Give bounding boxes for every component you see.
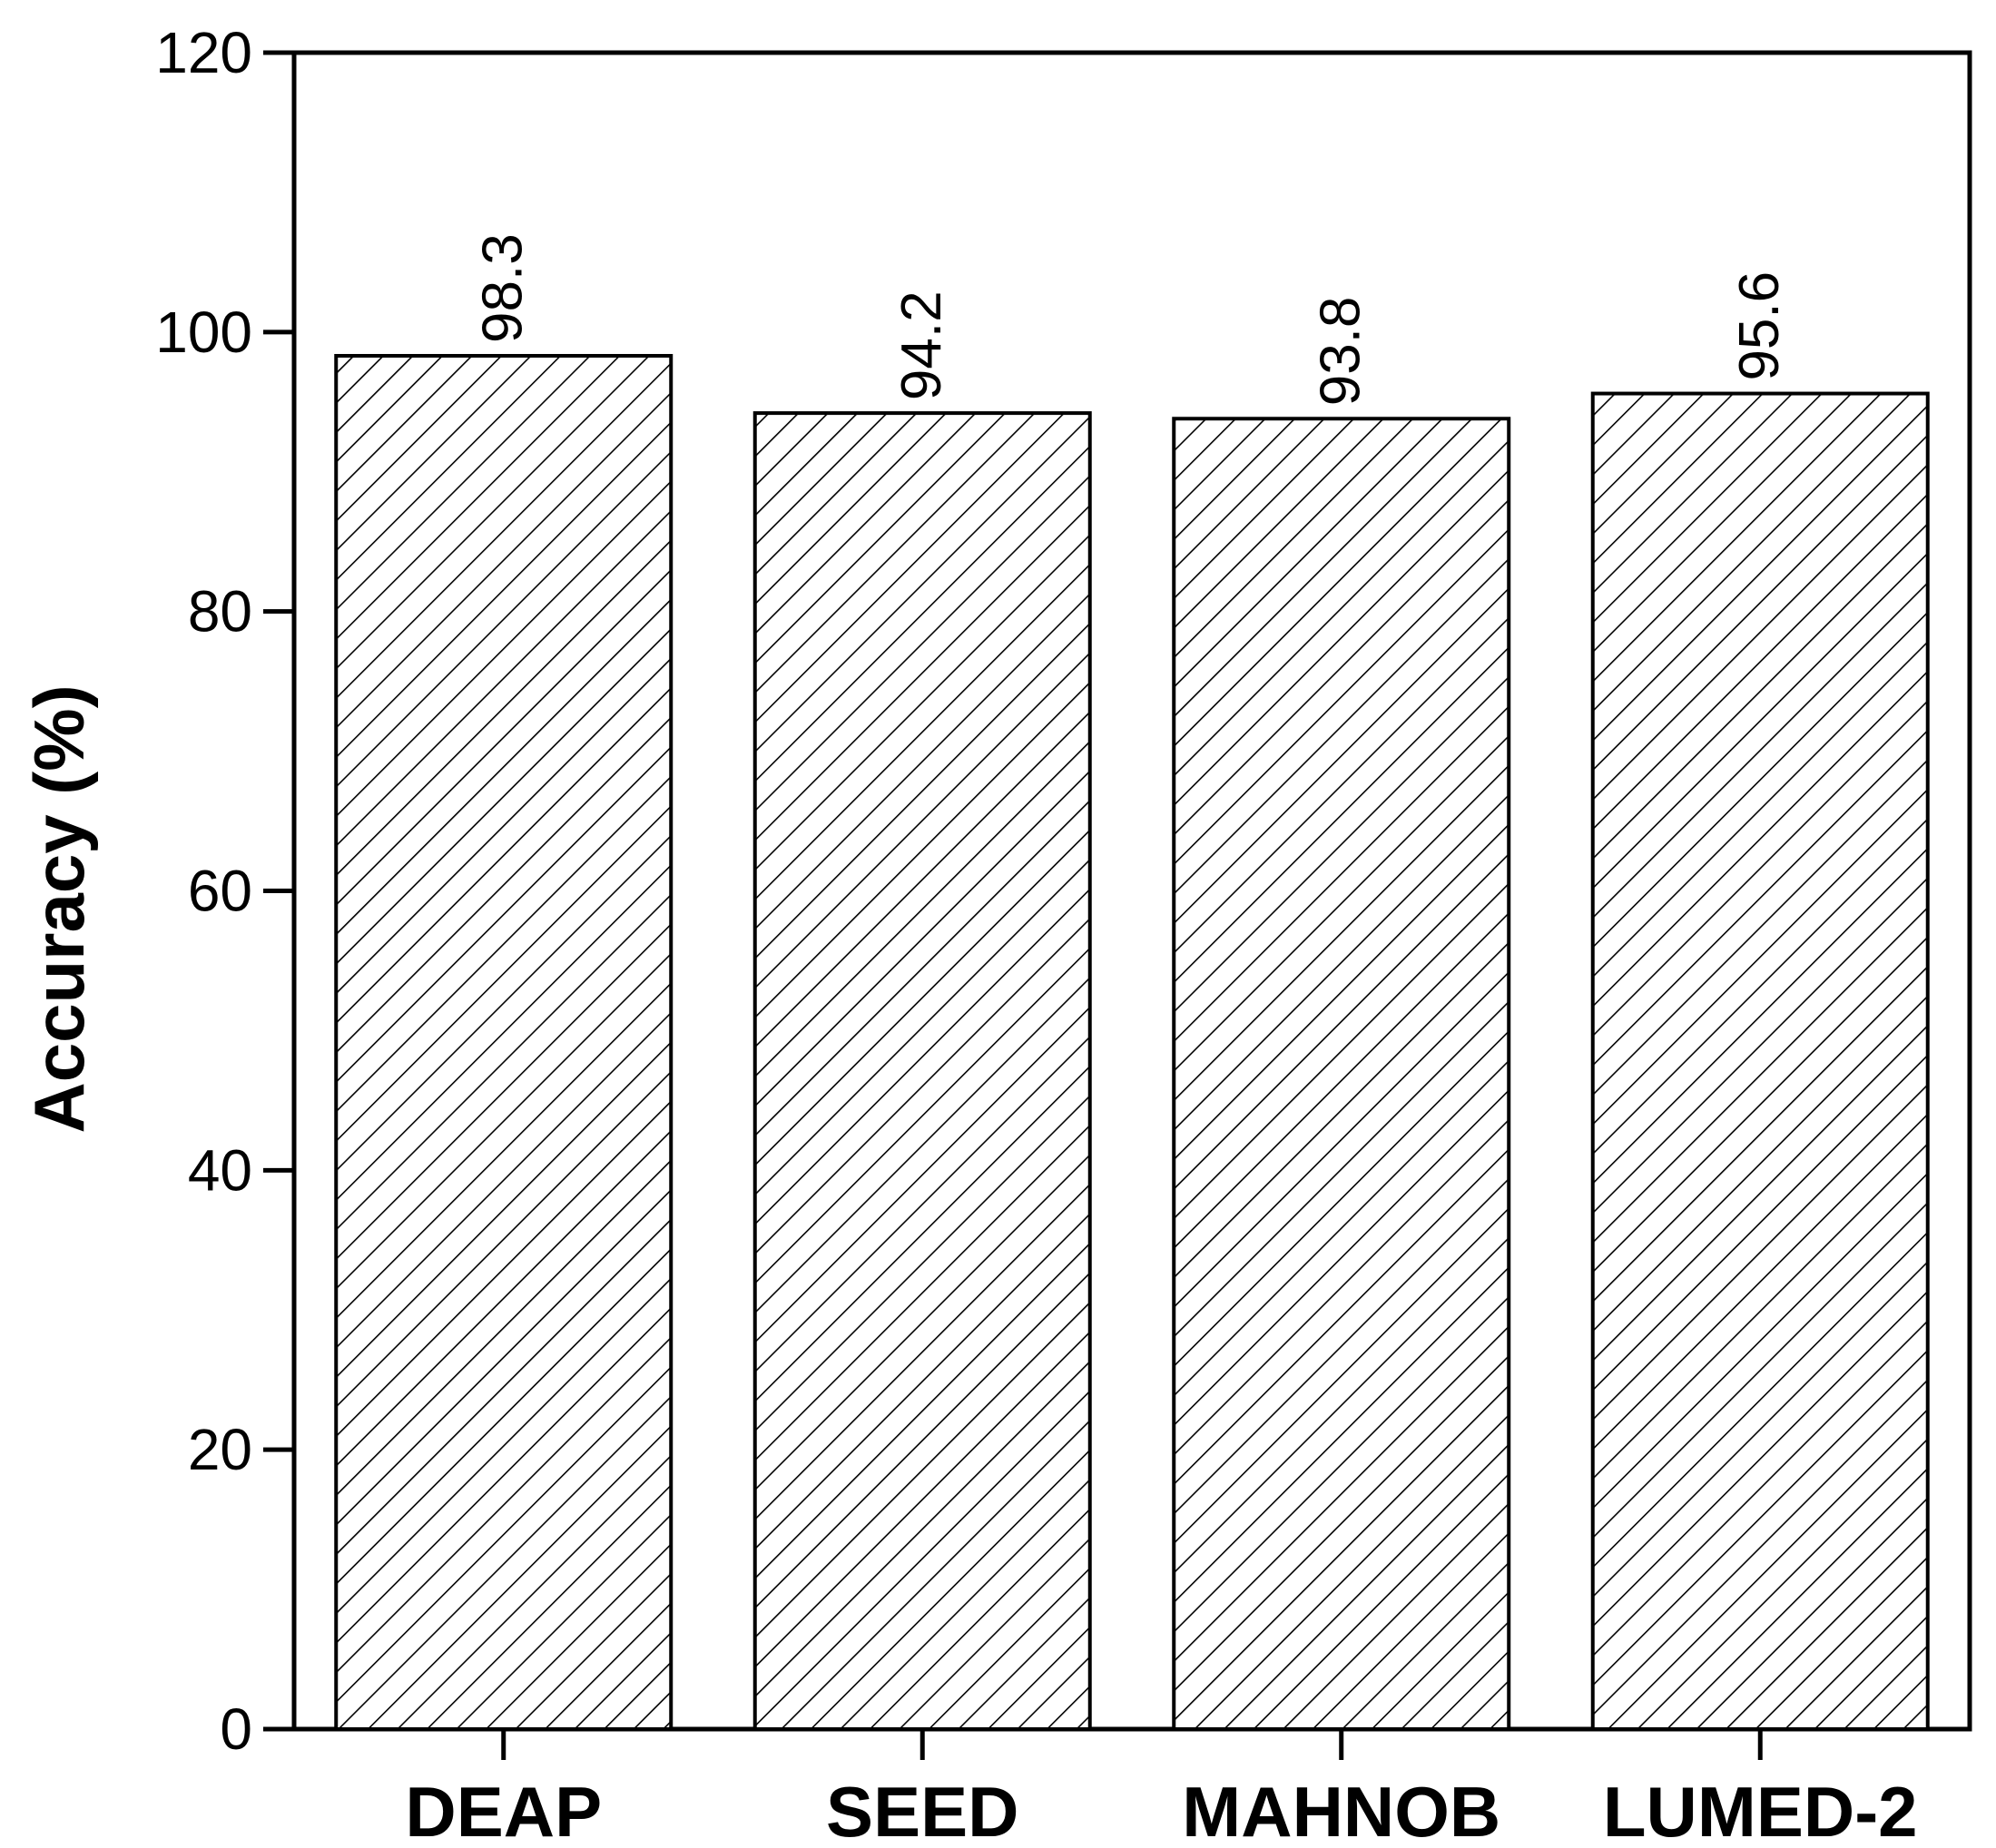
bar-seed: [752, 411, 1092, 1732]
x-tick-label: LUMED-2: [1603, 1772, 1918, 1848]
y-tick-label: 0: [220, 1696, 252, 1762]
data-label: 98.3: [472, 233, 535, 343]
data-labels: 98.3 94.2 93.8 95.6: [472, 233, 1792, 406]
y-tick-label: 40: [188, 1137, 252, 1203]
y-tick-label: 100: [155, 300, 252, 365]
y-tick-label: 20: [188, 1417, 252, 1482]
y-axis-title: Accuracy (%): [19, 684, 99, 1133]
x-axis: DEAP SEED MAHNOB LUMED-2: [405, 1729, 1918, 1848]
data-label: 95.6: [1728, 271, 1791, 381]
bar-mahnob: [1172, 417, 1511, 1731]
y-tick-label: 80: [188, 579, 252, 644]
plot-area: 98.3 94.2 93.8 95.6: [291, 50, 1972, 1732]
y-tick-label: 120: [155, 20, 252, 85]
x-tick-label: DEAP: [405, 1772, 602, 1848]
bar-deap: [334, 353, 674, 1732]
y-tick-label: 60: [188, 859, 252, 924]
bar-lumed-2: [1590, 391, 1930, 1732]
data-label: 94.2: [890, 290, 953, 400]
bars: [334, 353, 1930, 1732]
y-axis: 0 20 40 60 80 100 120: [155, 20, 294, 1762]
x-tick-label: SEED: [826, 1772, 1018, 1848]
x-tick-label: MAHNOB: [1182, 1772, 1500, 1848]
data-label: 93.8: [1310, 297, 1372, 407]
